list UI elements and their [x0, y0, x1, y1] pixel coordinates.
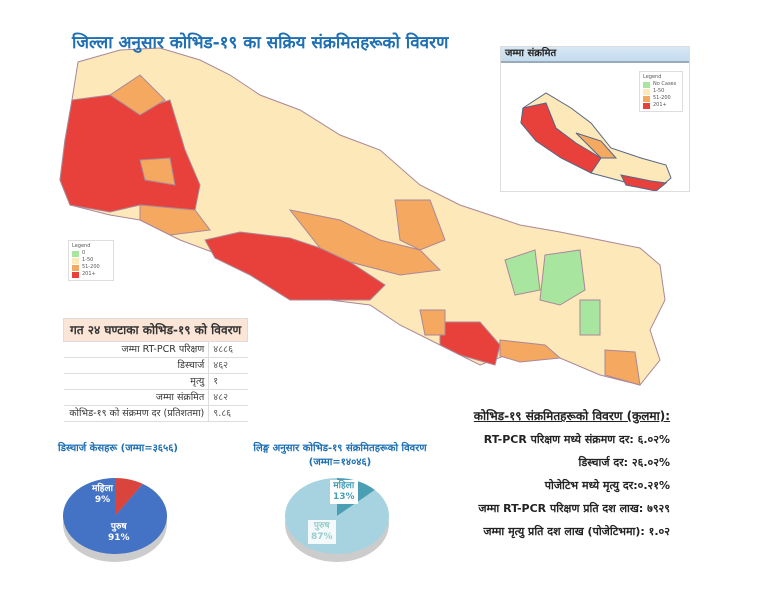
row-value: ९.८६	[208, 405, 248, 422]
row-value: ४८८६	[208, 341, 248, 358]
inset-total-map: जम्मा संक्रमित Legend No Cases 1-50 51-2…	[500, 46, 690, 192]
pie-label-category: महिला	[92, 484, 113, 494]
cumulative-line: डिस्चार्ज दर: २६.०२%	[578, 456, 671, 469]
inset-map	[520, 92, 672, 192]
cumulative-line: RT-PCR परिक्षण मध्ये संक्रमण दर: ६.०२%	[483, 433, 670, 446]
legend-swatch	[643, 81, 650, 88]
map-orange-east2	[499, 339, 562, 363]
table-title: गत २४ घण्टाका कोभिड-१९ को विवरण	[62, 318, 249, 342]
cumulative-line: पोजेटिभ मध्ये मृत्यु दर:०.२१%	[544, 479, 670, 492]
map-green-3	[579, 299, 601, 336]
pie-subtitle: (जम्मा=१४०४६)	[308, 457, 372, 468]
inset-map-red-west	[520, 102, 602, 174]
cumulative-line: जम्मा RT-PCR परिक्षण प्रति दश लाख: ७९२९	[478, 502, 670, 515]
discharge-pie	[62, 478, 168, 562]
pie-label: पुरुष 91%	[108, 522, 130, 544]
inset-map-orange	[575, 132, 618, 159]
pie-label: पुरुष 87%	[308, 520, 336, 544]
inset-map-red-east	[620, 174, 668, 192]
row-label: मृत्यु	[63, 373, 210, 390]
legend-swatch	[72, 250, 79, 257]
legend-label: 201+	[82, 271, 96, 277]
legend-label: 0	[82, 250, 86, 256]
row-value: ४८२	[208, 389, 248, 406]
pie-label-percent: 9%	[94, 495, 111, 505]
legend-swatch	[643, 95, 650, 102]
row-label: जम्मा संक्रमित	[63, 389, 210, 406]
legend-label: 1-50	[653, 88, 665, 94]
pie-label-percent: 13%	[333, 492, 355, 502]
legend-label: 201+	[653, 102, 667, 108]
pie-slice-0	[115, 478, 143, 516]
inset-title: जम्मा संक्रमित	[501, 47, 689, 63]
pie-title: लिङ्ग अनुसार कोभिड-१९ संक्रमितहरूको विवर…	[253, 443, 427, 454]
table-row: मृत्यु १	[63, 373, 248, 390]
row-label: जम्मा RT-PCR परिक्षण	[63, 341, 210, 358]
pie-label: महिला 9%	[92, 484, 113, 506]
table-row: जम्मा संक्रमित ४८२	[63, 389, 248, 406]
legend-label: 1-50	[82, 257, 94, 263]
map-orange-central	[288, 209, 442, 276]
row-value: १	[208, 373, 248, 390]
table-row: डिस्चार्ज ४६२	[63, 357, 248, 374]
row-value: ४६२	[208, 357, 248, 374]
row-label: कोभिड-१९ को संक्रमण दर (प्रतिशतमा)	[63, 405, 210, 422]
legend-label: 51-200	[82, 264, 100, 270]
pie-label-category: पुरुष	[110, 522, 127, 532]
map-red-east	[439, 321, 501, 366]
last-24h-table: गत २४ घण्टाका कोभिड-१९ को विवरण जम्मा RT…	[62, 318, 249, 422]
pie-label: महिला 13%	[330, 480, 358, 504]
map-orange-west	[109, 74, 166, 116]
map-green-1	[504, 249, 541, 296]
pie-label-percent: 87%	[311, 532, 333, 542]
pie-label-category: पुरुष	[313, 521, 330, 531]
legend-title: Legend	[72, 243, 91, 249]
legend-swatch	[643, 88, 650, 95]
page-title: जिल्ला अनुसार कोभिड-१९ का सक्रिय संक्रमि…	[72, 33, 449, 53]
map-red-central	[204, 231, 386, 301]
pie-label-percent: 91%	[108, 533, 130, 543]
gender-pie-title: लिङ्ग अनुसार कोभिड-१९ संक्रमितहरूको विवर…	[240, 442, 440, 470]
legend-title: Legend	[643, 74, 662, 80]
map-orange-east3	[604, 349, 641, 386]
cumulative-line: जम्मा मृत्यु प्रति दश लाख (पोजेटिभमा): १…	[483, 525, 670, 538]
cumulative-title: कोभिड-१९ संक्रमितहरूको विवरण (कुलमा):	[473, 409, 670, 423]
legend-swatch	[72, 264, 79, 271]
map-orange-east1	[394, 199, 446, 251]
pie-label-category: महिला	[333, 481, 355, 491]
pie-slice-1	[62, 478, 168, 554]
inset-legend: Legend No Cases 1-50 51-200 201+	[639, 71, 683, 112]
map-orange-band	[139, 204, 211, 236]
cumulative-summary: कोभिड-१९ संक्रमितहरूको विवरण (कुलमा): RT…	[474, 405, 670, 543]
legend-swatch	[72, 271, 79, 278]
map-green-2	[539, 249, 586, 306]
map-orange-mid	[139, 157, 176, 186]
row-label: डिस्चार्ज	[63, 357, 210, 374]
table-row: जम्मा RT-PCR परिक्षण ४८८६	[63, 341, 248, 358]
map-orange-east4	[419, 309, 446, 336]
legend-label: No Cases	[653, 81, 677, 87]
legend-swatch	[643, 102, 650, 109]
legend-label: 51-200	[653, 95, 671, 101]
table-row: कोभिड-१९ को संक्रमण दर (प्रतिशतमा) ९.८६	[63, 405, 248, 422]
map-legend: Legend 0 1-50 51-200 201+	[68, 240, 114, 281]
legend-swatch	[72, 257, 79, 264]
discharge-pie-title: डिस्चार्ज केसहरू (जम्मा=३६५६)	[58, 443, 178, 454]
